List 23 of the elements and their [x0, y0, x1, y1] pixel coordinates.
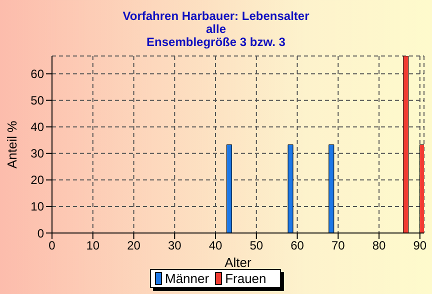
x-tick-label: 30 — [168, 238, 182, 253]
chart-subtitle: alle Ensemblegröße 3 bzw. 3 — [146, 22, 286, 49]
y-tick-label: 50 — [30, 94, 44, 108]
x-tick-label: 0 — [48, 238, 56, 253]
x-axis-title: Alter — [224, 255, 252, 270]
y-tick-label: 20 — [30, 173, 44, 188]
legend-label: Männer — [164, 271, 210, 286]
x-tick-label: 70 — [331, 238, 346, 253]
y-tick-label: 30 — [30, 146, 44, 161]
y-tick-label: 60 — [30, 67, 44, 82]
x-tick-label: 40 — [208, 238, 223, 253]
x-tick-label: 90 — [413, 238, 427, 253]
y-axis-title: Anteil % — [4, 120, 20, 168]
x-tick-label: 80 — [372, 238, 386, 253]
x-tick-label: 50 — [250, 238, 264, 253]
x-tick-label: 60 — [290, 238, 304, 253]
y-tick-label: 0 — [37, 226, 44, 240]
chart-title: Vorfahren Harbauer: Lebensalter — [122, 9, 310, 23]
x-tick-label: 10 — [86, 238, 100, 253]
x-tick-label: 20 — [127, 238, 141, 253]
y-tick-label: 40 — [30, 120, 44, 134]
y-tick-label: 10 — [30, 200, 44, 214]
legend-label: Frauen — [224, 271, 266, 286]
